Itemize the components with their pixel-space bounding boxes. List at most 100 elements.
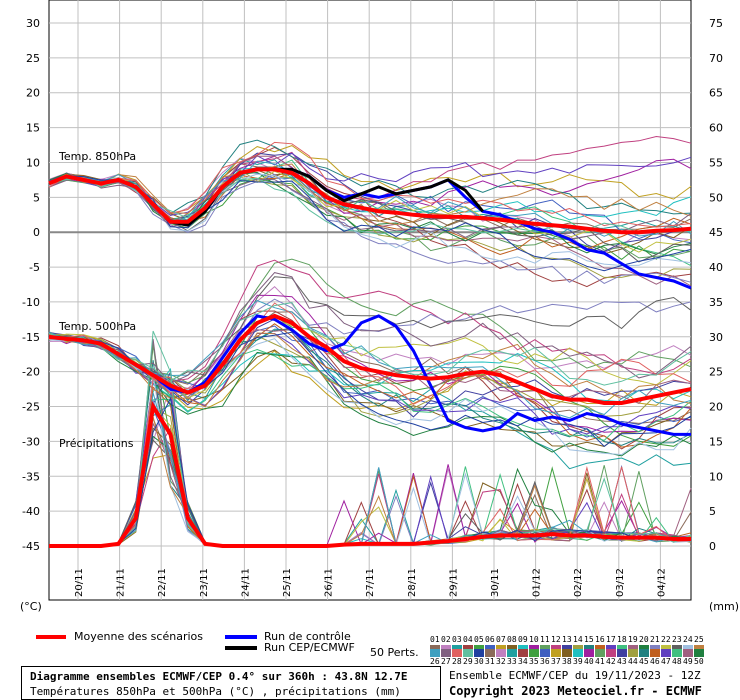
chart-info-box: Diagramme ensembles ECMWF/CEP 0.4° sur 3…: [21, 666, 441, 700]
perturbation-number: 40: [584, 657, 594, 666]
perturbation-number: 19: [628, 635, 638, 644]
perturbation-number: 29: [463, 657, 473, 666]
x-date-label: 21/11: [116, 568, 127, 597]
right-tick-label: 30: [709, 331, 723, 344]
right-tick-label: 40: [709, 261, 723, 274]
left-tick-label: -15: [22, 331, 40, 344]
perturbation-number: 23: [672, 635, 682, 644]
perturbation-number: 12: [551, 635, 561, 644]
perturbation-swatch: [573, 649, 583, 657]
right-axis-unit: (mm): [709, 600, 739, 613]
left-tick-label: 20: [26, 87, 40, 100]
member-500-line: [48, 314, 692, 399]
perturbation-number: 06: [485, 635, 495, 644]
perturbation-number: 41: [595, 657, 605, 666]
member-500-line: [48, 332, 692, 408]
perturbation-number: 32: [496, 657, 506, 666]
left-tick-label: -25: [22, 401, 40, 414]
perturbation-number: 48: [672, 657, 682, 666]
perturbation-swatch: [606, 649, 616, 657]
perturbation-number: 31: [485, 657, 495, 666]
left-tick-label: -45: [22, 540, 40, 553]
perturbation-swatch: [463, 649, 473, 657]
perturbation-number: 18: [617, 635, 627, 644]
left-tick-label: 30: [26, 17, 40, 30]
left-tick-label: -10: [22, 296, 40, 309]
perturbation-swatch: [639, 649, 649, 657]
left-axis-unit: (°C): [20, 600, 42, 613]
perturbation-number: 27: [441, 657, 451, 666]
x-date-label: 20/11: [74, 568, 85, 597]
perturbation-swatch: [672, 649, 682, 657]
right-tick-label: 0: [709, 540, 716, 553]
member-500-line: [48, 302, 692, 405]
right-tick-label: 25: [709, 366, 723, 379]
perturbation-swatch: [474, 649, 484, 657]
perturbation-swatch: [617, 649, 627, 657]
left-tick-label: -20: [22, 366, 40, 379]
legend-swatch-operational: [225, 646, 257, 650]
perturbation-swatch: [540, 649, 550, 657]
perturbation-number: 25: [694, 635, 704, 644]
x-date-label: 02/12: [573, 568, 584, 597]
perturbation-number: 22: [661, 635, 671, 644]
perturbation-number: 11: [540, 635, 550, 644]
perturbation-number: 35: [529, 657, 539, 666]
right-tick-label: 75: [709, 17, 723, 30]
legend-label-control: Run de contrôle: [264, 630, 351, 643]
legend-label-operational: Run CEP/ECMWF: [264, 641, 355, 654]
section-label-850: Temp. 850hPa: [58, 150, 136, 163]
perturbation-number: 21: [650, 635, 660, 644]
perturbation-swatch: [551, 649, 561, 657]
perturbation-number: 42: [606, 657, 616, 666]
mean-850-line: [48, 167, 692, 235]
mean-500-line: [48, 313, 692, 405]
perturbation-swatch: [485, 649, 495, 657]
perturbation-swatch: [661, 649, 671, 657]
perturbation-swatch: [452, 649, 462, 657]
member-500-line: [48, 272, 692, 384]
perturbation-number: 44: [628, 657, 638, 666]
plot-area: [48, 0, 692, 601]
x-date-label: 22/11: [157, 568, 168, 597]
perturbation-number: 17: [606, 635, 616, 644]
perturbation-swatch: [507, 649, 517, 657]
left-tick-label: 25: [26, 52, 40, 65]
member-850-line: [48, 176, 692, 240]
perturbation-number: 26: [430, 657, 440, 666]
perturbation-number: 33: [507, 657, 517, 666]
member-500-line: [48, 302, 692, 386]
perturbation-number: 30: [474, 657, 484, 666]
member-500-line: [48, 299, 692, 419]
perturbation-number: 01: [430, 635, 440, 644]
left-tick-label: 15: [26, 122, 40, 135]
left-tick-label: -40: [22, 505, 40, 518]
perturbation-number: 09: [518, 635, 528, 644]
perturbation-palette: 01 02 03 04 05 06 07 08 09 10 11 12 13 14 15 16 17 18 19 20…: [430, 635, 705, 667]
perturbation-swatch: [683, 649, 693, 657]
member-500-line: [48, 327, 692, 446]
right-tick-label: 45: [709, 226, 723, 239]
perturbation-number: 13: [562, 635, 572, 644]
perturbation-number: 08: [507, 635, 517, 644]
x-date-label: 30/11: [490, 568, 501, 597]
perturbation-number: 03: [452, 635, 462, 644]
chart-title: Diagramme ensembles ECMWF/CEP 0.4° sur 3…: [30, 670, 408, 683]
x-date-label: 29/11: [448, 568, 459, 597]
perturbation-number: 24: [683, 635, 693, 644]
perturbation-number: 39: [573, 657, 583, 666]
perturbation-number: 04: [463, 635, 473, 644]
member-500-line: [48, 276, 692, 382]
x-axis-dates: 20/11 21/11 22/11 23/11 24/11 25/11 26/11 27/11…: [74, 568, 667, 597]
right-tick-label: 35: [709, 296, 723, 309]
ensemble-run-info: Ensemble ECMWF/CEP du 19/11/2023 - 12Z: [449, 669, 701, 682]
legend-label-mean: Moyenne des scénarios: [74, 630, 203, 643]
left-axis-ticks: 30 25 20 15 10 5 0 -5 -10 -15 -20 -25 -30 -35 -40 -45: [22, 17, 40, 553]
right-tick-label: 5: [709, 505, 716, 518]
member-850-line: [48, 175, 692, 272]
main-series: [48, 167, 692, 548]
perturbation-number: 37: [551, 657, 561, 666]
x-date-label: 26/11: [324, 568, 335, 597]
perturbation-swatch: [496, 649, 506, 657]
member-500-line: [48, 335, 692, 457]
